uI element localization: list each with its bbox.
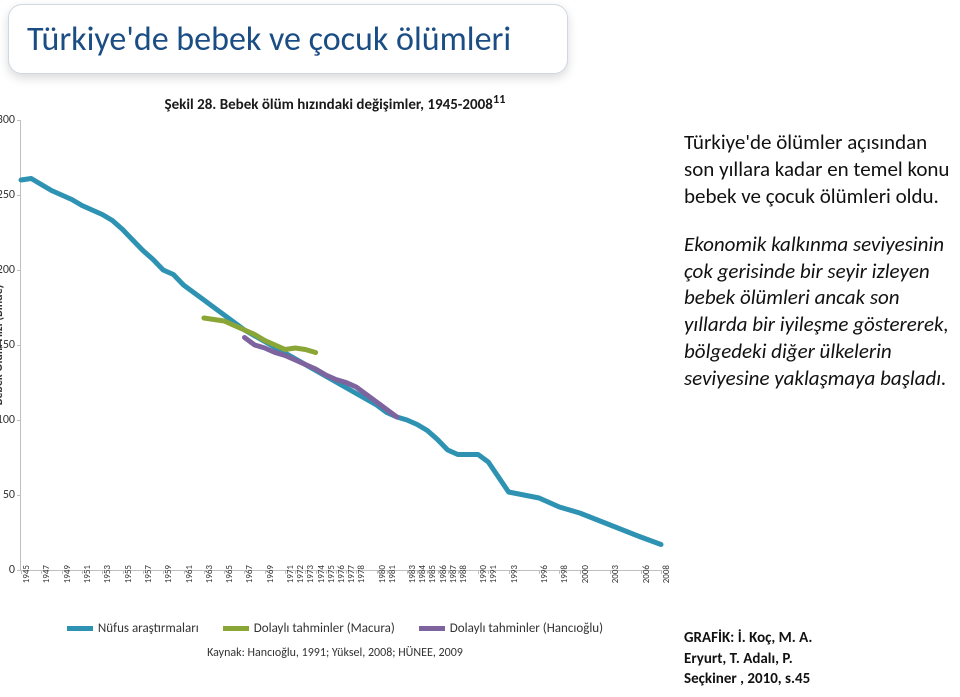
paragraph-2: Ekonomik kalkınma seviyesinin çok gerisi…: [684, 231, 952, 392]
chart: Şekil 28. Bebek ölüm hızındaki değişimle…: [0, 92, 670, 692]
series-line: [21, 179, 661, 545]
x-tick: 1955: [123, 565, 134, 583]
y-tick: 0: [0, 563, 15, 577]
x-tick: 1973: [305, 565, 316, 583]
chart-heading-text: Şekil 28. Bebek ölüm hızındaki değişimle…: [165, 96, 493, 114]
x-tick: 1947: [41, 565, 52, 583]
y-tick: 200: [0, 263, 15, 277]
slide: Türkiye'de bebek ve çocuk ölümleri Şekil…: [0, 0, 960, 697]
legend-label: Nüfus araştırmaları: [98, 621, 199, 636]
x-tick: 1988: [458, 565, 469, 583]
x-tick: 2000: [580, 565, 591, 583]
slide-title: Türkiye'de bebek ve çocuk ölümleri: [27, 19, 511, 60]
x-tick: 1959: [163, 565, 174, 583]
chart-source: Kaynak: Hancıoğlu, 1991; Yüksel, 2008; H…: [0, 646, 670, 660]
x-tick: 2008: [661, 565, 672, 583]
legend-item: Dolaylı tahminler (Hancıoğlu): [419, 621, 603, 636]
x-tick: 1953: [102, 565, 113, 583]
x-tick: 1949: [62, 565, 73, 583]
x-tick: 1969: [265, 565, 276, 583]
legend-label: Dolaylı tahminler (Hancıoğlu): [450, 621, 603, 636]
x-tick: 1945: [21, 565, 32, 583]
x-tick: 1957: [143, 565, 154, 583]
x-tick: 1987: [448, 565, 459, 583]
x-tick: 1963: [204, 565, 215, 583]
side-text: Türkiye'de ölümler açısından son yıllara…: [684, 108, 952, 413]
legend-swatch: [67, 626, 93, 631]
x-tick: 1967: [244, 565, 255, 583]
footer-line-2: Eryurt, T. Adalı, P.: [684, 649, 952, 669]
x-tick: 1985: [427, 565, 438, 583]
x-tick: 1961: [184, 565, 195, 583]
x-tick: 1965: [224, 565, 235, 583]
y-tick: 300: [0, 113, 15, 127]
chart-heading: Şekil 28. Bebek ölüm hızındaki değişimle…: [0, 92, 670, 114]
legend-item: Dolaylı tahminler (Macura): [223, 621, 395, 636]
footer-citation: GRAFİK: İ. Koç, M. A. Eryurt, T. Adalı, …: [684, 628, 952, 689]
chart-heading-sup: 11: [493, 92, 506, 107]
x-tick: 1974: [316, 565, 327, 583]
title-box: Türkiye'de bebek ve çocuk ölümleri: [8, 4, 568, 74]
x-tick: 1993: [509, 565, 520, 583]
x-tick: 2003: [610, 565, 621, 583]
legend-swatch: [419, 626, 445, 631]
legend-swatch: [223, 626, 249, 631]
legend-label: Dolaylı tahminler (Macura): [254, 621, 395, 636]
x-tick: 1996: [539, 565, 550, 583]
x-tick: 1980: [377, 565, 388, 583]
legend: Nüfus araştırmaları Dolaylı tahminler (Ma…: [0, 621, 670, 636]
y-tick: 250: [0, 188, 15, 202]
legend-item: Nüfus araştırmaları: [67, 621, 199, 636]
x-tick: 1951: [82, 565, 93, 583]
y-tick: 50: [0, 488, 15, 502]
x-tick: 1991: [488, 565, 499, 583]
paragraph-1: Türkiye'de ölümler açısından son yıllara…: [684, 129, 952, 210]
plot-area: Bebek Ölüm Hızı (Binde) 0501001502002503…: [20, 120, 661, 571]
x-tick: 1978: [356, 565, 367, 583]
y-tick: 100: [0, 413, 15, 427]
footer-line-1: GRAFİK: İ. Koç, M. A.: [684, 628, 952, 648]
x-tick: 1981: [387, 565, 398, 583]
x-tick: 1998: [559, 565, 570, 583]
x-tick: 2006: [641, 565, 652, 583]
x-tick: 1986: [438, 565, 449, 583]
series-svg: [21, 120, 661, 570]
y-tick: 150: [0, 338, 15, 352]
footer-line-3: Seçkiner , 2010, s.45: [684, 669, 952, 689]
